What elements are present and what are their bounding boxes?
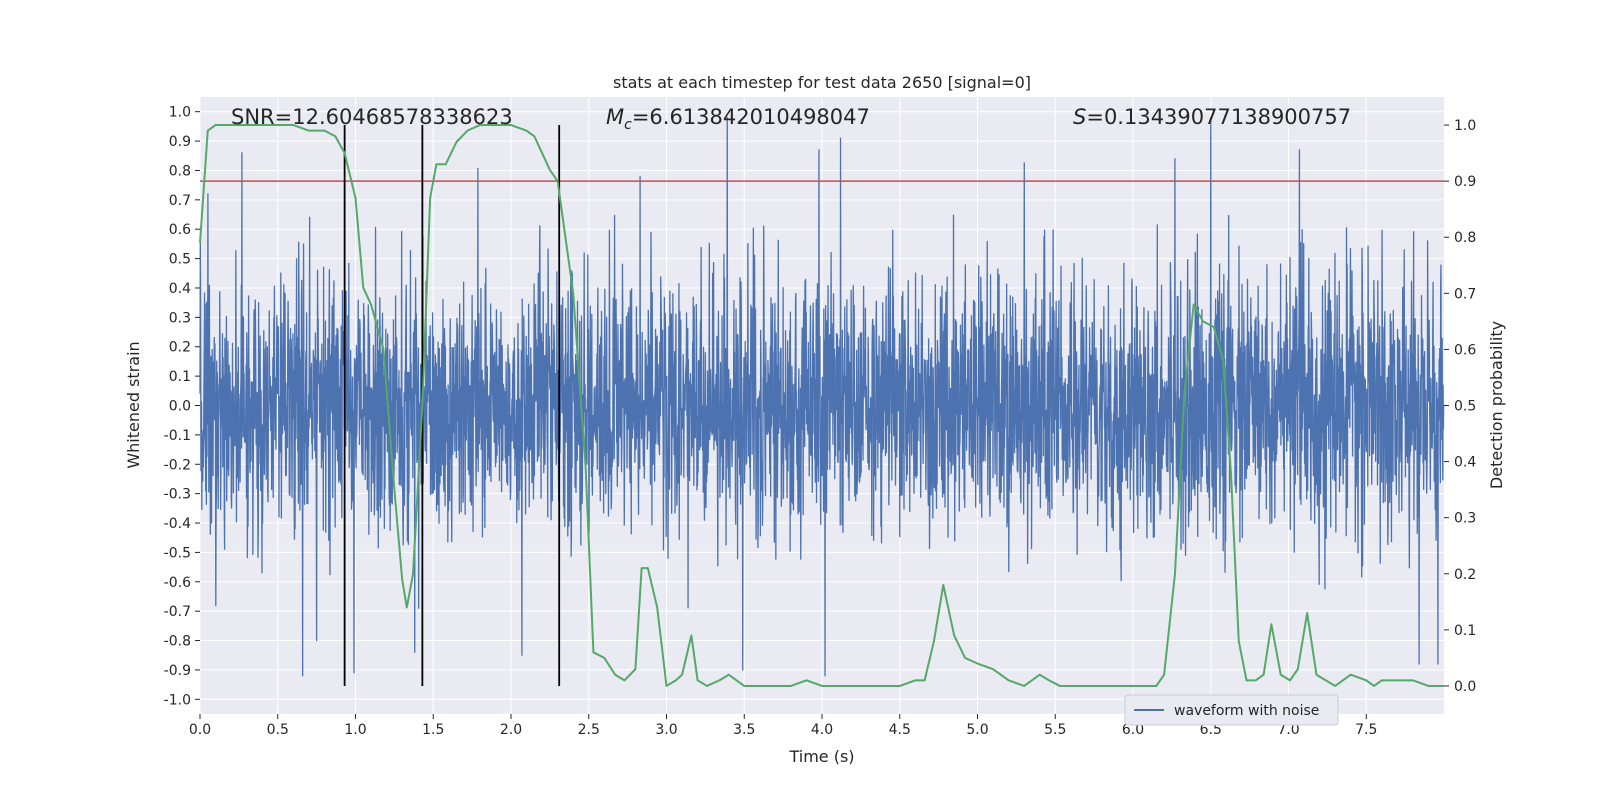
x-tick-label: 0.0 — [189, 722, 211, 738]
y-left-tick-label: -0.2 — [164, 457, 191, 473]
y-right-tick-label: 0.7 — [1454, 286, 1476, 302]
x-tick-label: 7.0 — [1277, 722, 1299, 738]
probability-line — [199, 124, 1444, 687]
y-right-tick-label: 0.9 — [1454, 174, 1476, 190]
y-left-tick-label: -0.8 — [164, 634, 191, 650]
mc-subscript: c — [624, 117, 632, 133]
y-left-tick-label: -0.5 — [164, 545, 191, 561]
y-left-tick-label: -0.3 — [164, 487, 191, 503]
legend: waveform with noise — [1124, 694, 1339, 726]
y-left-tick-label: 0.8 — [169, 163, 191, 179]
y-axis-right-label: Detection probability — [1487, 321, 1506, 489]
mc-value: =6.613842010498047 — [632, 105, 870, 129]
y-axis-left-label: Whitened strain — [124, 341, 143, 468]
x-tick-label: 5.5 — [1044, 722, 1066, 738]
y-right-tick-label: 1.0 — [1454, 118, 1476, 134]
y-left-tick-label: 0.3 — [169, 310, 191, 326]
tick-labels: 0.0 0.5 1.0 1.5 2.0 2.5 3.0 3.5 4.0 4.5 5.0 5.5 6.0 6… — [164, 105, 1477, 738]
y-right-tick-label: 0.5 — [1454, 399, 1476, 415]
x-tick-label: 2.0 — [500, 722, 522, 738]
legend-entry: waveform with noise — [1174, 703, 1319, 719]
s-value: =0.13439077138900757 — [1086, 105, 1351, 129]
x-tick-label: 0.5 — [267, 722, 289, 738]
y-left-tick-label: 0.6 — [169, 222, 191, 238]
x-axis-label: Time (s) — [788, 747, 854, 766]
y-right-tick-label: 0.3 — [1454, 511, 1476, 527]
x-tick-label: 2.5 — [578, 722, 600, 738]
x-tick-label: 5.0 — [966, 722, 988, 738]
snr-annotation: SNR=12.60468578338623 — [231, 105, 513, 129]
x-tick-label: 1.0 — [344, 722, 366, 738]
y-right-tick-label: 0.0 — [1454, 679, 1476, 695]
waveform-line — [199, 116, 1445, 677]
y-left-tick-label: 0.5 — [169, 252, 191, 268]
probability-series — [199, 124, 1444, 687]
s-symbol: S — [1073, 105, 1086, 129]
y-left-tick-label: 0.2 — [169, 340, 191, 356]
x-tick-label: 6.5 — [1200, 722, 1222, 738]
y-left-tick-label: 0.7 — [169, 193, 191, 209]
y-left-tick-label: -0.6 — [164, 575, 191, 591]
y-right-tick-label: 0.2 — [1454, 567, 1476, 583]
y-left-tick-label: -0.1 — [164, 428, 191, 444]
y-right-tick-label: 0.4 — [1454, 455, 1476, 471]
x-tick-label: 1.5 — [422, 722, 444, 738]
y-left-tick-label: 0.4 — [169, 281, 191, 297]
y-left-tick-label: -1.0 — [164, 692, 191, 708]
s-annotation: S=0.13439077138900757 — [1073, 105, 1351, 129]
y-right-tick-label: 0.8 — [1454, 230, 1476, 246]
legend-box — [1124, 694, 1339, 726]
x-tick-label: 4.5 — [889, 722, 911, 738]
y-left-tick-label: 0.9 — [169, 134, 191, 150]
x-tick-label: 3.0 — [655, 722, 677, 738]
x-tick-label: 4.0 — [811, 722, 833, 738]
x-tick-label: 3.5 — [733, 722, 755, 738]
waveform-series — [199, 116, 1445, 677]
y-left-tick-label: 0.1 — [169, 369, 191, 385]
y-left-tick-label: -0.7 — [164, 604, 191, 620]
y-left-tick-label: -0.4 — [164, 516, 191, 532]
x-tick-label: 6.0 — [1122, 722, 1144, 738]
y-left-tick-label: 1.0 — [169, 105, 191, 121]
mc-annotation: Mc=6.613842010498047 — [606, 105, 870, 133]
y-left-tick-label: 0.0 — [169, 399, 191, 415]
y-right-tick-label: 0.1 — [1454, 623, 1476, 639]
y-right-tick-label: 0.6 — [1454, 342, 1476, 358]
y-left-tick-label: -0.9 — [164, 663, 191, 679]
chart-title: stats at each timestep for test data 265… — [613, 73, 1031, 92]
x-tick-label: 7.5 — [1355, 722, 1377, 738]
mc-symbol: M — [606, 105, 624, 129]
